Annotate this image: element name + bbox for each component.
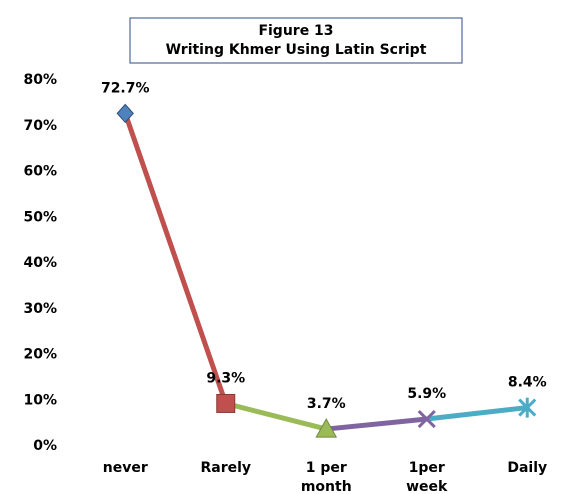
y-tick-label: 80%: [23, 72, 57, 88]
y-tick-label: 40%: [23, 255, 57, 271]
chart-subtitle: Writing Khmer Using Latin Script: [166, 42, 427, 58]
y-tick-label: 10%: [23, 392, 57, 408]
x-tick-label: week: [406, 479, 448, 494]
data-label: 9.3%: [206, 370, 245, 386]
y-tick-label: 20%: [23, 347, 57, 363]
marker: [315, 418, 338, 438]
x-tick-label: never: [103, 460, 148, 476]
marker: [116, 103, 134, 124]
y-tick-label: 50%: [23, 209, 57, 225]
line-segment: [323, 416, 430, 432]
data-label: 72.7%: [101, 80, 150, 96]
y-tick-label: 70%: [23, 118, 57, 134]
line-segment: [424, 405, 530, 422]
x-tick-label: month: [301, 479, 352, 494]
y-tick-label: 0%: [33, 438, 57, 454]
data-label: 5.9%: [407, 386, 446, 402]
line-segment: [223, 400, 329, 432]
marker: [518, 397, 537, 418]
line-segment: [122, 110, 229, 406]
x-tick-label: 1per: [409, 460, 445, 476]
marker: [417, 409, 436, 429]
marker: [216, 393, 236, 413]
y-tick-label: 60%: [23, 164, 57, 180]
y-tick-label: 30%: [23, 301, 57, 317]
data-label: 8.4%: [508, 375, 547, 391]
title-box: [129, 17, 463, 64]
x-tick-label: Rarely: [200, 460, 251, 476]
x-tick-label: 1 per: [306, 460, 347, 476]
x-tick-label: Daily: [507, 460, 547, 476]
data-label: 3.7%: [307, 396, 346, 412]
chart-title: Figure 13: [258, 23, 333, 39]
